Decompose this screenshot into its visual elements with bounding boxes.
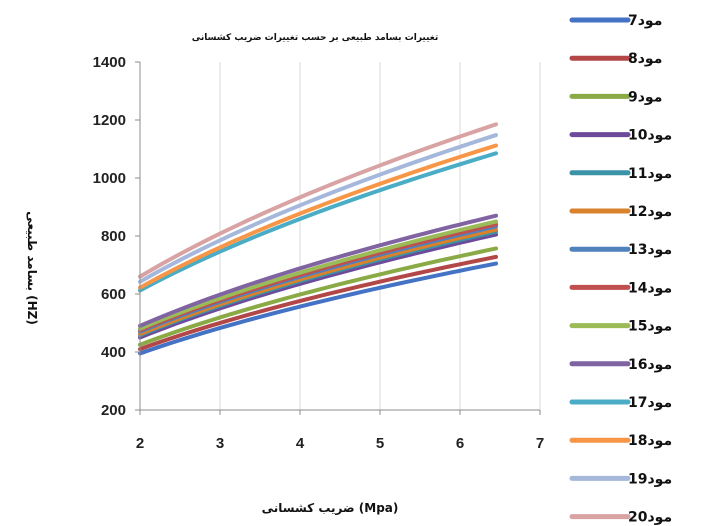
series-line-8 — [138, 254, 498, 352]
legend-label: مود10 — [628, 128, 672, 144]
series-line-20 — [138, 122, 498, 279]
legend-label: مود16 — [628, 357, 672, 373]
series-line-16 — [138, 213, 498, 328]
legend-label: مود17 — [628, 395, 672, 411]
series-line-17 — [138, 151, 498, 293]
legend-label: مود15 — [628, 319, 672, 335]
series-line-10 — [138, 232, 498, 340]
plot-area — [138, 62, 541, 410]
y-tick-label: 800 — [101, 228, 126, 245]
y-axis-title: بسامد طبیعی (HZ) — [25, 211, 39, 325]
x-tick-label: 7 — [536, 435, 544, 452]
x-tick-label: 6 — [456, 435, 464, 452]
y-tick-label: 200 — [101, 402, 126, 419]
x-tick-label: 3 — [216, 435, 224, 452]
legend-label: مود9 — [628, 89, 662, 105]
x-tick-label: 5 — [376, 435, 384, 452]
y-tick-label: 1400 — [93, 54, 126, 71]
series-line-9 — [138, 246, 498, 347]
x-axis: 2 3 4 5 6 7 — [136, 409, 544, 452]
legend-label: مود14 — [628, 280, 672, 296]
y-tick-label: 1200 — [93, 112, 126, 129]
series-line-7 — [138, 261, 498, 356]
series-line-12 — [138, 227, 498, 337]
legend-label: مود7 — [628, 13, 662, 29]
legend-label: مود13 — [628, 242, 672, 258]
legend-label: مود20 — [628, 510, 672, 526]
y-axis: 200 400 600 800 1000 1200 1400 — [93, 54, 141, 419]
legend-label: مود8 — [628, 51, 662, 67]
x-tick-label: 4 — [296, 435, 305, 452]
x-tick-label: 2 — [136, 435, 144, 452]
series-line-18 — [138, 143, 498, 290]
legend-label: مود19 — [628, 471, 672, 487]
series-line-15 — [138, 219, 498, 331]
series-line-19 — [138, 133, 498, 284]
legend-label: مود18 — [628, 433, 672, 449]
legend-label: مود11 — [628, 166, 672, 182]
legend-label: مود12 — [628, 204, 672, 220]
y-tick-label: 600 — [101, 286, 126, 303]
x-axis-title: ضریب کشسانی (Mpa) — [262, 501, 399, 515]
y-tick-label: 1000 — [93, 170, 126, 187]
legend: مود7 مود8 مود9 مود10 مود11 مود12 مود13 مود14 مود… — [569, 13, 672, 526]
y-tick-label: 400 — [101, 344, 126, 361]
chart-title: تغییرات بسامد طبیعی بر حسب تغییرات ضریب … — [192, 33, 438, 43]
